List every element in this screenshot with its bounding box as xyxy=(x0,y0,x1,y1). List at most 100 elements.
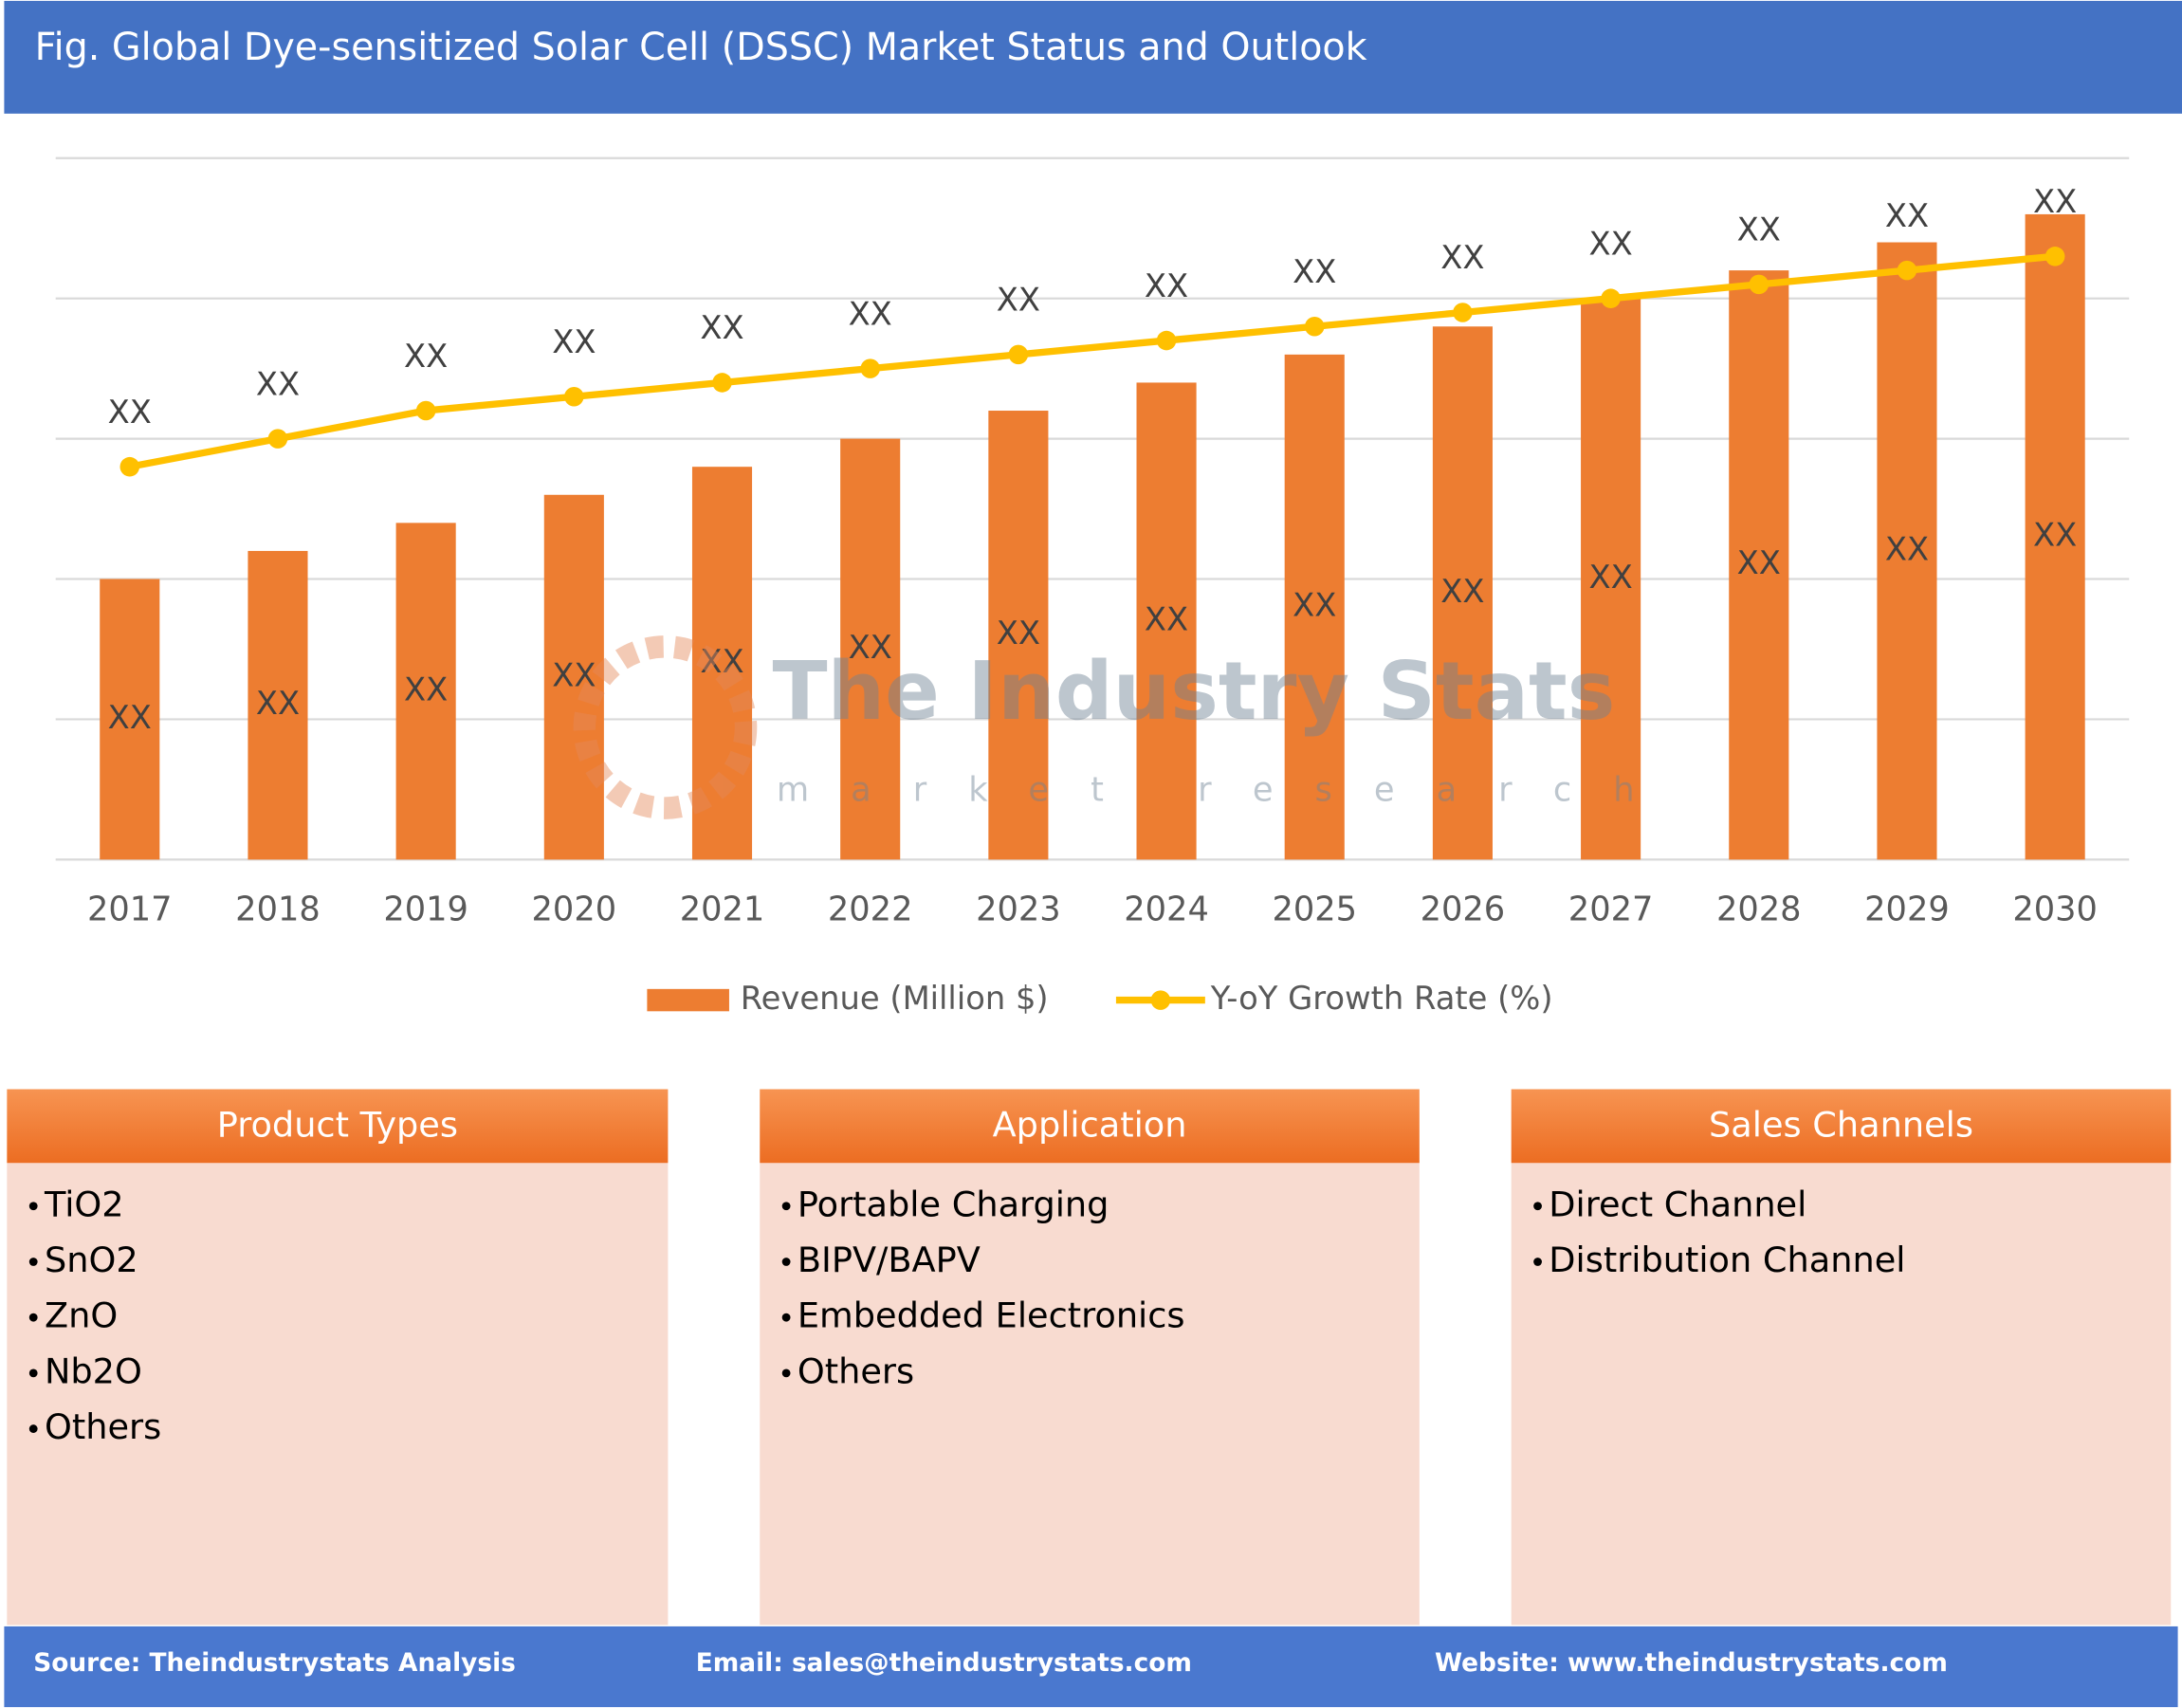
bullet xyxy=(28,1313,38,1322)
line-value-label: XX xyxy=(2033,183,2077,220)
line-value-label: XX xyxy=(1737,211,1781,248)
bar xyxy=(691,467,753,860)
growth-marker xyxy=(1453,303,1473,322)
line-value-label: XX xyxy=(108,394,152,431)
bar-value-label: XX xyxy=(1293,587,1336,624)
panel-body xyxy=(7,1163,669,1625)
bar-value-label: XX xyxy=(1440,573,1484,610)
x-tick-label: 2025 xyxy=(1272,891,1357,929)
growth-line xyxy=(129,252,2056,470)
legend-marker xyxy=(1150,990,1171,1010)
legend-label: Y-oY Growth Rate (%) xyxy=(1210,980,1553,1017)
panel-item: Nb2O xyxy=(45,1350,142,1391)
panel-item: Portable Charging xyxy=(798,1184,1109,1224)
bar xyxy=(543,494,604,860)
line-value-label: XX xyxy=(1145,267,1188,304)
line-value-label: XX xyxy=(997,282,1040,319)
bullet xyxy=(28,1368,38,1378)
page-title: Fig. Global Dye-sensitized Solar Cell (D… xyxy=(35,26,1367,69)
line-value-label: XX xyxy=(1440,239,1484,276)
header-bar xyxy=(4,0,2182,114)
line-value-label: XX xyxy=(1293,253,1336,290)
bar xyxy=(1136,382,1197,860)
bar-value-label: XX xyxy=(1885,530,1929,567)
bar xyxy=(1877,242,1937,860)
bar-value-label: XX xyxy=(1588,559,1632,596)
panels: Product Types TiO2 SnO2 ZnO Nb2O Others Applic… xyxy=(7,1089,2172,1625)
panel-item: Others xyxy=(798,1350,914,1391)
growth-marker xyxy=(119,456,140,477)
x-tick-label: 2023 xyxy=(976,891,1061,929)
x-tick-label: 2024 xyxy=(1124,891,1209,929)
bar xyxy=(1284,354,1345,860)
footer-website: Website: www.theindustrystats.com xyxy=(1435,1648,1948,1678)
chart: 2017 2018 2019 2020 2021 2022 2023 2024 2025 2026… xyxy=(55,156,2130,1017)
bullet xyxy=(28,1424,38,1433)
growth-marker xyxy=(1156,330,1177,351)
bullet xyxy=(28,1258,38,1266)
bullet xyxy=(781,1202,791,1211)
panel-body xyxy=(1511,1163,2172,1625)
bar-value-label: XX xyxy=(849,629,892,666)
bar-value-label: XX xyxy=(108,699,152,736)
growth-marker xyxy=(1008,344,1029,365)
panel-item: SnO2 xyxy=(45,1240,138,1280)
panel-item: Others xyxy=(45,1406,161,1447)
bar xyxy=(1432,326,1493,860)
x-tick-label: 2017 xyxy=(87,891,173,929)
x-tick-label: 2029 xyxy=(1864,891,1950,929)
x-tick-label: 2020 xyxy=(532,891,617,929)
growth-marker xyxy=(267,429,288,449)
legend-swatch xyxy=(647,988,729,1012)
line-value-label: XX xyxy=(552,323,596,360)
bar-value-label: XX xyxy=(1145,600,1188,637)
line-value-label: XX xyxy=(1588,225,1632,262)
bar xyxy=(2025,213,2085,860)
growth-marker xyxy=(860,358,880,378)
bar xyxy=(1581,298,1641,860)
x-tick-label: 2022 xyxy=(828,891,913,929)
panel-title: Application xyxy=(993,1105,1187,1146)
panel-item: Direct Channel xyxy=(1549,1184,1806,1224)
growth-marker xyxy=(712,373,732,393)
x-tick-label: 2019 xyxy=(383,891,468,929)
footer-email: Email: sales@theindustrystats.com xyxy=(696,1648,1192,1678)
line-value-label: XX xyxy=(404,338,448,375)
panel-item: BIPV/BAPV xyxy=(798,1240,981,1280)
panel-item: ZnO xyxy=(45,1295,118,1336)
panel-header xyxy=(760,1089,1420,1164)
watermark-subtitle: market research xyxy=(777,770,1677,809)
bar-value-label: XX xyxy=(552,657,596,694)
watermark-title: The Industry Stats xyxy=(772,645,1615,739)
panel-header xyxy=(1511,1089,2172,1164)
watermark: The Industry Stats market research xyxy=(573,635,1677,819)
line-value-label: XX xyxy=(849,295,892,332)
legend-label: Revenue (Million $) xyxy=(741,980,1049,1017)
bullet xyxy=(781,1313,791,1322)
bar-value-label: XX xyxy=(2033,517,2077,554)
panel-body xyxy=(760,1163,1420,1625)
bar-value-label: XX xyxy=(997,615,1040,652)
bullet xyxy=(1533,1258,1542,1266)
x-tick-label: 2026 xyxy=(1421,891,1506,929)
footer-source: Source: Theindustrystats Analysis xyxy=(33,1648,516,1678)
bar-value-label: XX xyxy=(700,643,743,680)
bar xyxy=(100,579,160,860)
growth-marker xyxy=(1601,288,1621,308)
x-tick-label: 2021 xyxy=(680,891,765,929)
line-value-label: XX xyxy=(1885,197,1929,234)
growth-marker xyxy=(1749,274,1769,295)
line-value-label: XX xyxy=(256,365,300,402)
bar-value-label: XX xyxy=(256,685,300,722)
panel-title: Sales Channels xyxy=(1709,1105,1973,1146)
bullet xyxy=(781,1258,791,1266)
panel-header xyxy=(7,1089,669,1164)
growth-marker xyxy=(1304,316,1325,337)
bar xyxy=(248,550,308,860)
panel-title: Product Types xyxy=(217,1105,458,1146)
x-tick-label: 2030 xyxy=(2012,891,2098,929)
watermark-icon xyxy=(573,635,758,819)
panel-item: Distribution Channel xyxy=(1549,1240,1905,1280)
